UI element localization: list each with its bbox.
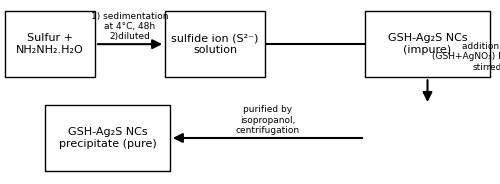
Text: Sulfur +
NH₂NH₂.H₂O: Sulfur + NH₂NH₂.H₂O [16,33,84,55]
Text: sulfide ion (S²⁻)
solution: sulfide ion (S²⁻) solution [172,33,258,55]
FancyBboxPatch shape [5,11,95,77]
Text: GSH-Ag₂S NCs
(impure): GSH-Ag₂S NCs (impure) [388,33,468,55]
FancyBboxPatch shape [365,11,490,77]
FancyBboxPatch shape [45,105,170,171]
Text: GSH-Ag₂S NCs
precipitate (pure): GSH-Ag₂S NCs precipitate (pure) [58,127,156,149]
Text: addition of
(GSH+AgNO₃) hydrogel,
stirred: addition of (GSH+AgNO₃) hydrogel, stirre… [432,42,500,72]
FancyBboxPatch shape [165,11,265,77]
Text: purified by
isopropanol,
centrifugation: purified by isopropanol, centrifugation [236,105,300,135]
Text: 1) sedimentation
at 4°C, 48h
2)diluted: 1) sedimentation at 4°C, 48h 2)diluted [91,12,169,41]
